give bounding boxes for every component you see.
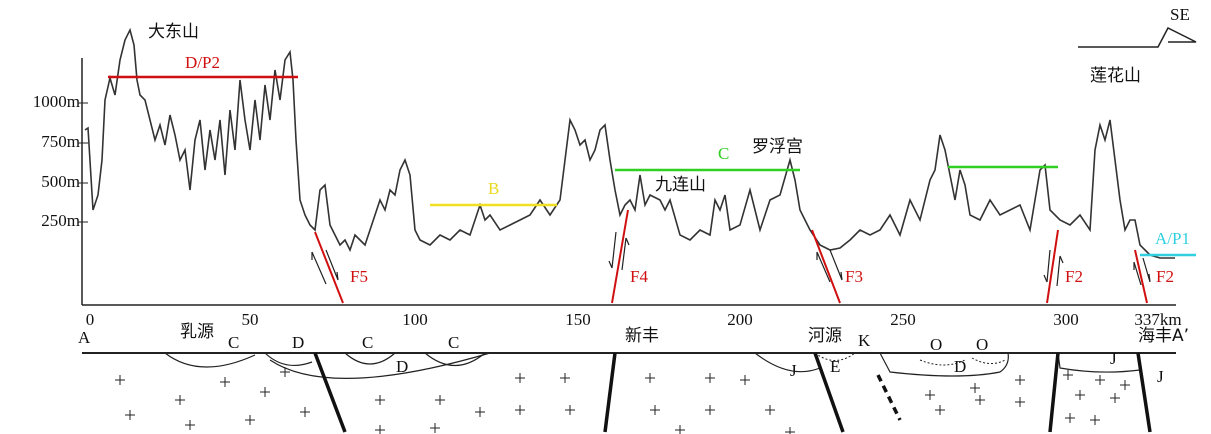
fault-label: F5 [350, 267, 368, 286]
plus [435, 395, 445, 405]
unit-label: A/P1 [1155, 229, 1190, 248]
plus [1090, 415, 1100, 425]
plus [1015, 375, 1025, 385]
unit-label: D/P2 [185, 53, 220, 72]
section-label: A [78, 328, 91, 347]
section-label: 乳源 [180, 322, 214, 342]
fault-label: F2 [1156, 267, 1174, 286]
unit-label: B [488, 179, 499, 198]
plus [115, 375, 125, 385]
section-label: E [830, 357, 840, 376]
x-tick-label: 0 [86, 310, 95, 329]
plus [785, 427, 795, 434]
direction-symbol [1078, 28, 1196, 47]
plus [245, 415, 255, 425]
fault-label: F2 [1065, 267, 1083, 286]
plus [740, 375, 750, 385]
plus [560, 373, 570, 383]
y-tick-label: 1000m [33, 92, 80, 111]
section-label: J [790, 361, 797, 380]
section-label: O [930, 335, 942, 354]
strata [165, 353, 1140, 378]
labels: 大东山 罗浮宫 九连山 莲花山 SE D/P2 B C A/P1 F5 F4 F… [33, 5, 1190, 386]
section-label: C [228, 333, 239, 352]
plus [185, 420, 195, 430]
place-label: 大东山 [148, 22, 199, 42]
plus [1065, 413, 1075, 423]
plus [565, 405, 575, 415]
x-tick-label: 250 [890, 310, 916, 329]
plus [260, 387, 270, 397]
x-tick-label: 50 [242, 310, 259, 329]
section-label: K [858, 331, 871, 350]
plus [430, 423, 440, 433]
plus [925, 390, 935, 400]
fault-label: F4 [630, 267, 648, 286]
section-faults [315, 353, 1150, 432]
unit-label: C [718, 144, 729, 163]
granite-symbols [115, 367, 1130, 434]
section-label: J [1110, 349, 1117, 368]
plus [705, 373, 715, 383]
plus [1120, 380, 1130, 390]
direction-label: SE [1170, 5, 1190, 24]
plus [975, 395, 985, 405]
x-tick-label: 100 [402, 310, 428, 329]
section-label: C [362, 333, 373, 352]
plus [650, 405, 660, 415]
y-tick-label: 750m [41, 132, 80, 151]
x-tick-label: 150 [565, 310, 591, 329]
x-tick-label: 200 [727, 310, 753, 329]
y-tick-label: 500m [41, 172, 80, 191]
section-label: 河源 [808, 326, 842, 346]
plus [175, 395, 185, 405]
plus [375, 425, 385, 434]
plus [935, 405, 945, 415]
plus [645, 373, 655, 383]
section-label: O [976, 335, 988, 354]
plus [220, 377, 230, 387]
section-label: 新丰 [625, 326, 659, 346]
fault-label: F3 [845, 267, 863, 286]
cross-section: 大东山 罗浮宫 九连山 莲花山 SE D/P2 B C A/P1 F5 F4 F… [0, 0, 1211, 434]
plus [125, 410, 135, 420]
y-tick-label: 250m [41, 211, 80, 230]
section-label: C [448, 333, 459, 352]
small-strata [815, 353, 1005, 365]
plus [280, 367, 290, 377]
fault-arrows [312, 232, 1150, 286]
section-label: D [292, 333, 304, 352]
plus [515, 373, 525, 383]
topographic-profile [85, 30, 1175, 258]
plus [515, 405, 525, 415]
plus [675, 425, 685, 434]
plus [300, 407, 310, 417]
x-tick-label: 300 [1053, 310, 1079, 329]
section-label: D [396, 357, 408, 376]
plus [705, 405, 715, 415]
plus [970, 383, 980, 393]
plus [1015, 397, 1025, 407]
section-label: J [1157, 367, 1164, 386]
plus [475, 407, 485, 417]
drawing [82, 28, 1196, 434]
plus [765, 405, 775, 415]
section-label: D [954, 357, 966, 376]
faults [315, 210, 1147, 303]
plus [1110, 393, 1120, 403]
plus [1095, 375, 1105, 385]
place-label: 九连山 [655, 175, 706, 195]
plus [1075, 390, 1085, 400]
plus [375, 395, 385, 405]
section-label: 海丰A’ [1138, 326, 1189, 346]
plus [1063, 370, 1073, 380]
place-label: 罗浮宫 [752, 137, 803, 157]
place-label: 莲花山 [1090, 66, 1141, 86]
